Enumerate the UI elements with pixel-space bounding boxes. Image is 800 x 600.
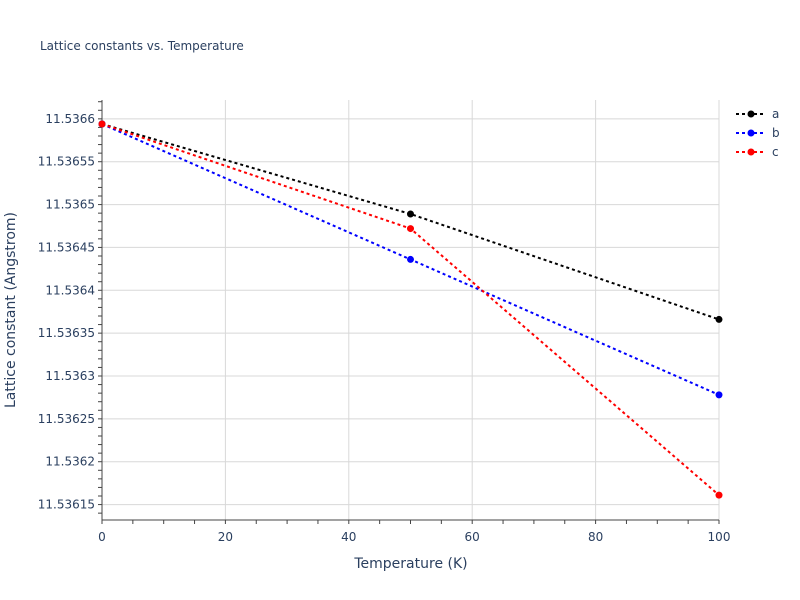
- legend-item-b[interactable]: b: [736, 126, 780, 140]
- y-tick-label: 11.5365: [45, 198, 95, 212]
- y-tick-label: 11.53615: [38, 498, 95, 512]
- series-layer: [98, 120, 723, 499]
- x-axis-title: Temperature (K): [353, 556, 467, 572]
- data-point-c[interactable]: [98, 120, 106, 128]
- data-point-a[interactable]: [407, 210, 414, 218]
- legend-swatch-marker: [747, 148, 755, 156]
- y-tick-label: 11.53625: [38, 412, 95, 426]
- legend-label: a: [772, 107, 779, 121]
- data-point-b[interactable]: [715, 391, 723, 399]
- legend[interactable]: abc: [736, 107, 780, 159]
- legend-swatch-marker: [747, 110, 755, 118]
- data-point-a[interactable]: [715, 315, 723, 323]
- x-tick-label: 100: [708, 530, 731, 544]
- series-c: [98, 120, 723, 499]
- data-point-b[interactable]: [407, 255, 414, 263]
- x-tick-label: 60: [465, 530, 480, 544]
- legend-item-a[interactable]: a: [736, 107, 779, 121]
- y-axis-ticks: 11.53615 11.5362 11.53625 11.5363 11.53635 11…: [38, 101, 102, 514]
- x-axis-ticks: 0 20 40 60 80 100: [98, 520, 730, 544]
- x-tick-label: 20: [218, 530, 233, 544]
- y-axis-title: Lattice constant (Angstrom): [3, 212, 19, 408]
- series-a: [98, 120, 723, 323]
- data-point-c[interactable]: [407, 225, 414, 233]
- y-tick-label: 11.5364: [45, 283, 95, 297]
- x-tick-label: 0: [98, 530, 106, 544]
- y-gridlines: [102, 118, 719, 506]
- legend-item-c[interactable]: c: [736, 145, 779, 159]
- y-tick-label: 11.53655: [38, 155, 95, 169]
- data-point-c[interactable]: [715, 491, 723, 499]
- y-tick-label: 11.53645: [38, 240, 95, 254]
- series-line-c: [101, 123, 720, 496]
- y-tick-label: 11.53635: [38, 326, 95, 340]
- y-tick-label: 11.5366: [45, 112, 95, 126]
- legend-label: b: [772, 126, 780, 140]
- x-gridlines: [224, 100, 720, 520]
- legend-swatch-marker: [747, 129, 755, 137]
- x-tick-label: 40: [341, 530, 356, 544]
- legend-label: c: [772, 145, 779, 159]
- chart-title: Lattice constants vs. Temperature: [40, 39, 244, 53]
- y-tick-label: 11.5362: [45, 455, 95, 469]
- y-tick-label: 11.5363: [45, 369, 95, 383]
- x-tick-label: 80: [588, 530, 603, 544]
